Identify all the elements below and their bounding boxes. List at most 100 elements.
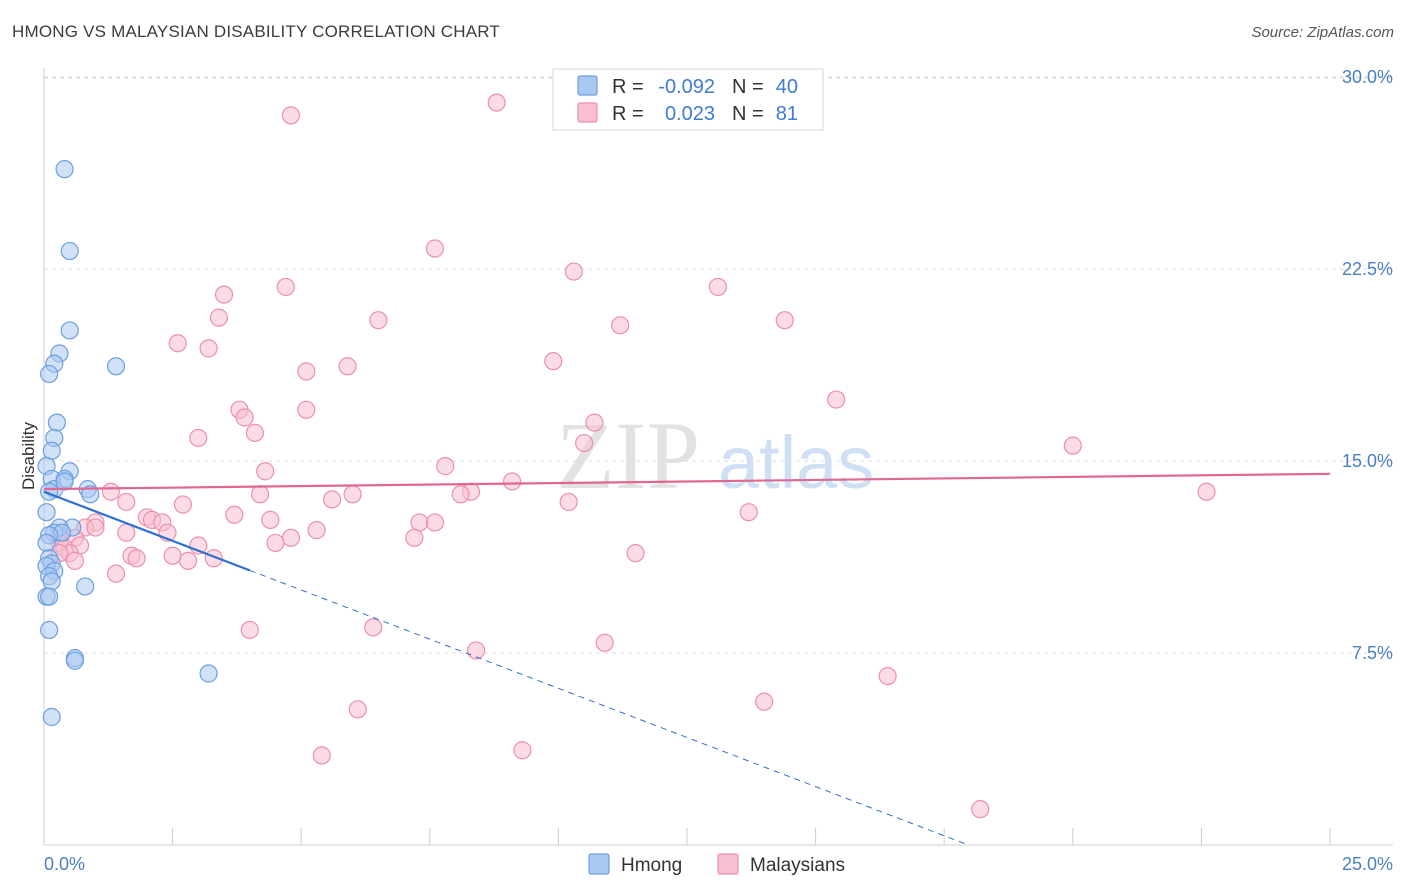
legend-swatch-hmong	[577, 75, 598, 96]
x-tick-label-max: 25.0%	[1342, 854, 1393, 874]
hmong-point	[60, 321, 79, 340]
y-axis-title: Disability	[19, 421, 38, 490]
hmong-point	[47, 413, 66, 432]
malaysians-point	[276, 277, 295, 297]
malaysians-point	[281, 528, 301, 547]
malaysians-point	[739, 503, 758, 522]
malaysians-point	[189, 428, 208, 448]
malaysians-point	[775, 311, 794, 330]
hmong-point	[55, 472, 74, 491]
hmong-point	[42, 572, 61, 591]
malaysians-point	[436, 457, 455, 476]
malaysians-point	[466, 641, 486, 660]
malaysians-point	[425, 239, 445, 258]
malaysians-point	[297, 362, 316, 381]
legend-r-value-hmong: -0.092	[658, 76, 715, 98]
malaysians-point	[338, 357, 357, 376]
hmong-point	[81, 485, 100, 504]
malaysians-point	[178, 551, 198, 570]
malaysians-point	[266, 533, 285, 553]
malaysians-point	[245, 423, 265, 442]
hmong-trend-dashed	[249, 569, 969, 846]
malaysians-point	[410, 513, 429, 532]
source-label: Source: ZipAtlas.com	[1251, 24, 1394, 41]
trend-lines	[43, 472, 1331, 846]
malaysians-point	[261, 510, 280, 529]
malaysians-point	[101, 482, 120, 501]
malaysians-point	[878, 666, 897, 686]
malaysians-point	[235, 408, 254, 427]
hmong-point	[42, 441, 61, 460]
hmong-point	[76, 577, 95, 596]
bottom-legend-swatch-malaysians	[717, 853, 739, 875]
malaysians-point	[708, 277, 727, 297]
hmong-point	[40, 482, 59, 501]
series-legend: Hmong Malaysians	[588, 853, 845, 876]
malaysians-point	[487, 93, 506, 112]
hmong-trend-solid	[43, 490, 251, 572]
bottom-legend-label-hmong: Hmong	[621, 855, 682, 876]
bottom-legend-swatch-hmong	[588, 853, 610, 875]
malaysians-point	[626, 544, 645, 563]
malaysians-point	[827, 390, 846, 409]
y-tick-labels: 7.5% 15.0% 22.5% 30.0%	[1342, 67, 1393, 663]
hmong-point	[40, 620, 59, 640]
malaysians-point	[575, 433, 594, 453]
malaysians-point	[369, 311, 388, 330]
malaysians-point	[297, 400, 316, 419]
legend-r-label-hmong: R =	[612, 76, 644, 98]
hmong-points	[37, 160, 218, 727]
malaysians-point	[65, 551, 84, 570]
malaysians-point	[86, 518, 105, 537]
malaysians-point	[451, 485, 470, 504]
malaysians-point	[322, 490, 342, 509]
malaysians-point	[168, 334, 187, 353]
hmong-point	[55, 160, 74, 179]
hmong-point	[42, 707, 61, 727]
correlation-legend: R = -0.092 N = 40 R = 0.023 N = 81	[552, 68, 824, 131]
malaysians-point	[611, 316, 630, 335]
malaysians-point	[564, 262, 583, 281]
legend-n-label-hmong: N =	[732, 76, 764, 98]
malaysians-point	[503, 472, 522, 491]
malaysians-point	[971, 800, 990, 819]
malaysians-point	[307, 521, 326, 540]
hmong-point	[40, 364, 59, 384]
malaysians-point	[1063, 436, 1082, 455]
chart-title: HMONG VS MALAYSIAN DISABILITY CORRELATIO…	[12, 22, 501, 41]
malaysians-trend	[43, 472, 1331, 491]
malaysians-point	[173, 495, 192, 514]
x-axis-ticks	[43, 828, 1331, 845]
malaysians-point	[214, 285, 234, 304]
hmong-point	[60, 241, 79, 261]
malaysians-point	[343, 485, 362, 504]
malaysians-point	[209, 308, 228, 327]
malaysians-point	[544, 352, 563, 371]
malaysians-point	[348, 700, 367, 719]
malaysians-point	[281, 106, 301, 125]
bottom-legend-label-malaysians: Malaysians	[750, 855, 845, 876]
y-tick-label: 30.0%	[1342, 67, 1393, 87]
hmong-point	[40, 587, 59, 606]
malaysians-point	[240, 620, 259, 640]
malaysians-point	[425, 513, 445, 532]
legend-swatch-malaysians	[577, 102, 598, 123]
x-tick-label-min: 0.0%	[44, 854, 85, 874]
malaysians-point	[595, 633, 614, 652]
hmong-point	[65, 651, 84, 670]
malaysians-point	[225, 505, 244, 524]
malaysians-point	[559, 492, 578, 512]
legend-n-label-malaysians: N =	[732, 103, 764, 125]
malaysians-point	[312, 746, 331, 765]
watermark-zip: ZIP	[556, 402, 700, 509]
malaysians-point	[117, 523, 136, 542]
malaysians-point	[127, 549, 146, 568]
malaysians-point	[256, 462, 275, 481]
x-tick-labels: 0.0% 25.0%	[44, 854, 1393, 874]
y-tick-label: 7.5%	[1352, 643, 1393, 663]
legend-r-label-malaysians: R =	[612, 103, 644, 125]
hmong-point	[199, 664, 218, 683]
malaysians-point	[513, 741, 532, 760]
malaysians-point	[755, 692, 774, 711]
legend-r-value-malaysians: 0.023	[665, 103, 715, 125]
